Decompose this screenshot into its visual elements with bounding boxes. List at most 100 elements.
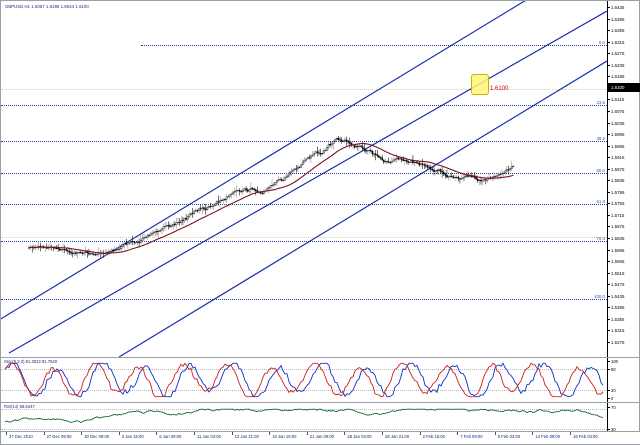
time-axis[interactable]: 27 Dec 2010 27 Dec 09:00 30 Dec 09:00 3 Jan… [1, 431, 640, 444]
time-axis-tick: 6 Jan 09:00 [159, 434, 182, 439]
rsi-pane[interactable]: RSI(14) 58.6447 70 30 [1, 402, 640, 433]
price-axis-tick: 1.5315 [608, 326, 640, 335]
time-axis-separator [194, 432, 195, 435]
fibonacci-level-label: 76.4 [596, 236, 605, 241]
price-axis-tick: 1.5395 [608, 303, 640, 312]
time-axis-tick: 9 Feb 03:00 [497, 434, 521, 439]
price-axis[interactable]: 1.6435 1.6395 1.6355 1.6315 1.6275 1.6235 1.61… [607, 1, 640, 357]
moving-average-line [28, 142, 514, 254]
price-axis-tick: 1.6435 [608, 3, 640, 12]
fibonacci-line [1, 105, 607, 106]
price-axis-tick: 1.5795 [608, 188, 640, 197]
price-axis-tick: 1.5675 [608, 222, 640, 231]
time-axis-tick: 13 Jan 21:00 [234, 434, 259, 439]
fibonacci-level-label: 23.6 [596, 100, 605, 105]
price-axis-tick: 1.5355 [608, 315, 640, 324]
price-axis-tick: 1.6035 [608, 119, 640, 128]
fibonacci-level-label: 0.0 [598, 40, 605, 45]
time-axis-separator [382, 432, 383, 435]
stochastic-series-svg [4, 362, 604, 398]
price-axis-tick: 1.6355 [608, 26, 640, 35]
stoch-level-80 [1, 369, 607, 370]
stochastic-label: Stoc(5,3,3) 81.3022 81.7540 [4, 359, 58, 364]
price-axis-tick: 1.6275 [608, 49, 640, 58]
time-axis-separator [494, 432, 496, 435]
fibonacci-line [1, 241, 607, 242]
price-axis-tick: 1.6115 [608, 95, 640, 104]
rsi-label: RSI(14) 58.6447 [4, 404, 35, 409]
fibonacci-line [141, 45, 607, 46]
fibonacci-level-label: 38.2 [596, 136, 605, 141]
current-price-label: 1.6100 [490, 86, 509, 92]
fibonacci-line [1, 204, 607, 205]
current-price-axis-tag: 1.6100 [608, 83, 640, 93]
price-axis-tick: 1.5635 [608, 234, 640, 243]
price-axis-tick: 1.5715 [608, 211, 640, 220]
price-axis-tick: 1.5475 [608, 280, 640, 289]
time-axis-tick: 14 Feb 09:00 [535, 434, 561, 439]
fibonacci-level-label: 100.0 [594, 294, 605, 299]
fibonacci-line-secondary [1, 237, 607, 238]
symbol-header: GBPUSD,H1 1.6057 1.6186 1.6044 1.6100 [5, 4, 89, 9]
fibonacci-line [1, 173, 607, 174]
time-axis-separator [419, 432, 421, 435]
fibonacci-line [1, 141, 607, 142]
time-axis-tick: 11 Jan 03:00 [197, 434, 221, 439]
time-axis-tick: 18 Jan 15:00 [272, 434, 297, 439]
rsi-level-30 [1, 429, 607, 430]
price-axis-tick: 1.5875 [608, 165, 640, 174]
time-axis-separator [43, 432, 45, 435]
price-axis-tick: 1.5275 [608, 338, 640, 347]
price-axis-tick: 1.5915 [608, 153, 640, 162]
time-axis-tick: 27 Dec 2010 [9, 434, 33, 439]
price-axis-tick: 1.5595 [608, 246, 640, 255]
time-axis-separator [118, 432, 120, 435]
time-axis-separator [231, 432, 233, 435]
time-axis-tick: 27 Dec 09:00 [46, 434, 72, 439]
stochastic-axis: 100 80 20 0 [607, 358, 640, 402]
time-axis-tick: 28 Jan 21:00 [385, 434, 410, 439]
price-axis-tick: 1.5555 [608, 257, 640, 266]
price-axis-tick: 1.6195 [608, 72, 640, 81]
price-pane[interactable]: 1.6100 0.0 23.6 38.2 50.0 61.8 76.4 100.0 GBPU… [1, 1, 640, 357]
stochastic-pane[interactable]: Stoc(5,3,3) 81.3022 81.7540 100 80 20 0 [1, 357, 640, 402]
price-axis-tick: 1.6075 [608, 107, 640, 116]
price-axis-tick: 1.5835 [608, 176, 640, 185]
price-axis-tick: 1.6235 [608, 61, 640, 70]
fibonacci-line-secondary [1, 89, 607, 90]
time-axis-tick: 30 Dec 09:00 [84, 434, 110, 439]
time-axis-tick: 16 Feb 03:00 [573, 434, 598, 439]
time-axis-separator [156, 432, 158, 435]
price-axis-tick: 1.5515 [608, 269, 640, 278]
fibonacci-level-label: 50.0 [596, 168, 605, 173]
fibonacci-level-label: 61.8 [596, 199, 605, 204]
time-axis-tick: 21 Jan 09:00 [309, 434, 335, 439]
time-axis-separator [306, 432, 308, 435]
time-axis-tick: 3 Jan 15:00 [121, 434, 144, 439]
price-axis-tick: 1.6395 [608, 15, 640, 24]
time-axis-tick: 2 Feb 15:00 [422, 434, 445, 439]
stochastic-plot-area[interactable]: Stoc(5,3,3) 81.3022 81.7540 [1, 358, 607, 402]
price-axis-tick: 1.5755 [608, 199, 640, 208]
price-axis-tick: 1.6315 [608, 38, 640, 47]
time-axis-separator [570, 432, 571, 435]
price-axis-tick: 1.5995 [608, 130, 640, 139]
price-axis-tick: 1.5955 [608, 142, 640, 151]
price-series-svg [1, 1, 607, 357]
time-axis-tick: 26 Jan 03:00 [347, 434, 372, 439]
price-axis-tick: 1.5435 [608, 292, 640, 301]
stoch-level-20 [1, 390, 607, 391]
time-axis-separator [344, 432, 346, 435]
time-axis-separator [269, 432, 271, 435]
time-axis-separator [457, 432, 459, 435]
fibonacci-line [1, 299, 607, 300]
time-axis-separator [532, 432, 534, 435]
selected-candle-highlight [471, 74, 489, 95]
price-plot-area[interactable]: 1.6100 0.0 23.6 38.2 50.0 61.8 76.4 100.0 GBPU… [1, 1, 607, 357]
time-axis-tick: 7 Feb 09:00 [460, 434, 483, 439]
rsi-axis: 70 30 [607, 403, 640, 433]
rsi-plot-area[interactable]: RSI(14) 58.6447 [1, 403, 607, 433]
time-axis-separator [81, 432, 83, 435]
rsi-series-svg [4, 408, 604, 424]
